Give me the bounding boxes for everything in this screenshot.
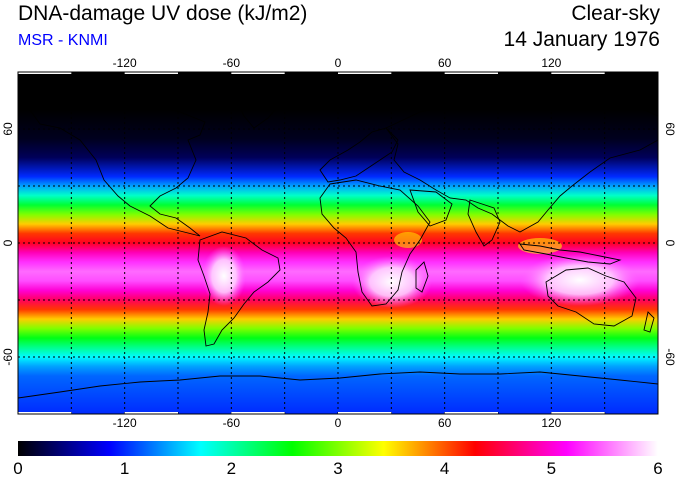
colorbar-ticks: 0 1 2 3 4 5 6 <box>13 459 662 478</box>
coastline-asia <box>385 95 658 233</box>
lon-label-top: 60 <box>438 56 452 70</box>
colorbar-tick-label: 1 <box>120 459 129 478</box>
lon-label-bottom: 120 <box>541 416 561 430</box>
graticule <box>18 72 658 414</box>
lat-label-right: 0 <box>663 240 677 247</box>
lon-label-top: 0 <box>335 56 342 70</box>
coastline-madagascar <box>415 261 429 293</box>
coastline-arabia <box>409 189 453 227</box>
colorbar-tick-label: 5 <box>547 459 556 478</box>
colorbar-tick-label: 4 <box>440 459 449 478</box>
lat-label-left: -60 <box>1 348 15 366</box>
coastline-antarctica <box>18 371 658 399</box>
lat-label-right: 60 <box>663 122 677 136</box>
map-date: 14 January 1976 <box>503 28 660 51</box>
lon-label-top: 120 <box>541 56 561 70</box>
colorbar-tick-label: 3 <box>333 459 342 478</box>
lon-label-bottom: 0 <box>335 416 342 430</box>
lon-label-bottom: -60 <box>223 416 241 430</box>
coastline-south-america <box>197 231 281 347</box>
colorbar-tick-label: 6 <box>653 459 662 478</box>
coastline-indonesia <box>519 243 622 265</box>
sky-condition: Clear-sky <box>571 2 660 25</box>
coastlines <box>18 79 658 399</box>
colorbar-tick-label: 0 <box>13 459 22 478</box>
map-title: DNA-damage UV dose (kJ/m2) <box>18 2 308 25</box>
lon-label-bottom: 60 <box>438 416 452 430</box>
coastline-australia <box>545 267 637 327</box>
dose-hotspot-south-america <box>202 246 246 306</box>
dose-hotspot-east-africa <box>394 232 422 248</box>
coastline-europe <box>319 127 399 183</box>
axis-ticks: -120 -120 -60 -60 0 0 60 60 120 120 60 60 0 0 -60 -60 <box>1 56 677 430</box>
colorbar-tick-label: 2 <box>227 459 236 478</box>
coastline-north-america <box>29 95 206 237</box>
lat-label-left: 0 <box>1 239 15 246</box>
coastline-new-zealand <box>643 311 655 333</box>
lat-label-right: -60 <box>663 348 677 366</box>
source-label: MSR - KNMI <box>18 32 108 49</box>
lat-label-left: 60 <box>1 122 15 136</box>
lon-label-bottom: -120 <box>113 416 137 430</box>
coastline-greenland <box>225 79 291 129</box>
coastline-africa <box>319 179 431 307</box>
dose-hotspot-australia <box>520 254 640 306</box>
map-frame <box>17 71 659 415</box>
lon-label-top: -120 <box>113 56 137 70</box>
dose-hotspot-southern-africa <box>352 256 432 308</box>
colorbar <box>18 441 658 456</box>
lon-label-top: -60 <box>223 56 241 70</box>
